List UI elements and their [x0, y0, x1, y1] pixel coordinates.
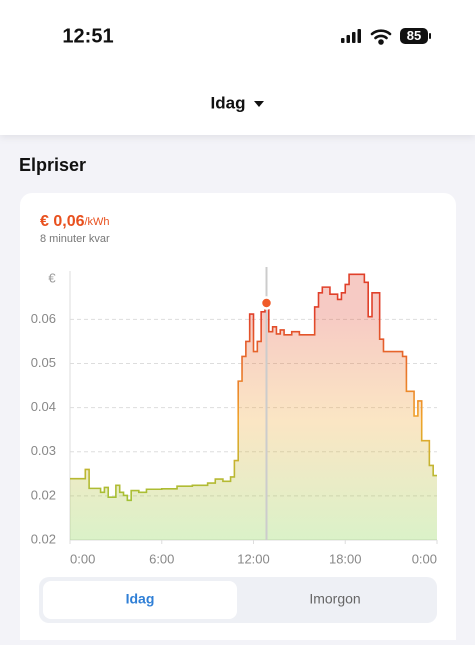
time-left: 8 minuter kvar	[40, 233, 110, 245]
y-tick-label: 0.02	[31, 531, 56, 546]
x-tick-label: 18:00	[329, 551, 362, 566]
y-tick-label: 0.05	[31, 355, 56, 370]
y-tick-label: 0.02	[31, 487, 56, 502]
chart: 0.02 0.02 0.03 0.04 0.05 0.06 0:00 6:00 12:00 18:…	[31, 267, 438, 566]
tab[interactable]: Imorgon	[309, 591, 360, 607]
day-selector[interactable]: Idag	[211, 93, 246, 112]
wifi-icon	[370, 29, 392, 45]
tab[interactable]: Idag	[126, 591, 155, 607]
price-unit: /kWh	[84, 216, 109, 228]
current-price: € 0,06/kWh	[40, 213, 110, 230]
signal-icon	[341, 29, 361, 43]
battery-tip	[429, 33, 431, 39]
x-tick-label: 6:00	[149, 551, 174, 566]
section-title: Elpriser	[19, 155, 86, 175]
battery-icon	[400, 28, 428, 44]
x-tick-label: 0:00	[412, 551, 437, 566]
header-bg	[0, 0, 475, 135]
x-tick-label: 12:00	[237, 551, 270, 566]
tabs: Idag Imorgon	[43, 581, 361, 619]
y-axis-label: €	[48, 270, 56, 285]
price-area	[70, 274, 437, 540]
y-tick-label: 0.03	[31, 443, 56, 458]
y-tick-label: 0.06	[31, 311, 56, 326]
battery-level: 85	[407, 28, 421, 43]
status-time: 12:51	[62, 25, 113, 47]
dropdown-arrow[interactable]	[254, 101, 264, 107]
price-value: € 0,06	[40, 213, 85, 230]
y-tick-label: 0.04	[31, 399, 56, 414]
tab-selected-bg[interactable]	[43, 581, 237, 619]
current-price-marker	[259, 296, 274, 310]
x-tick-label: 0:00	[70, 551, 95, 566]
